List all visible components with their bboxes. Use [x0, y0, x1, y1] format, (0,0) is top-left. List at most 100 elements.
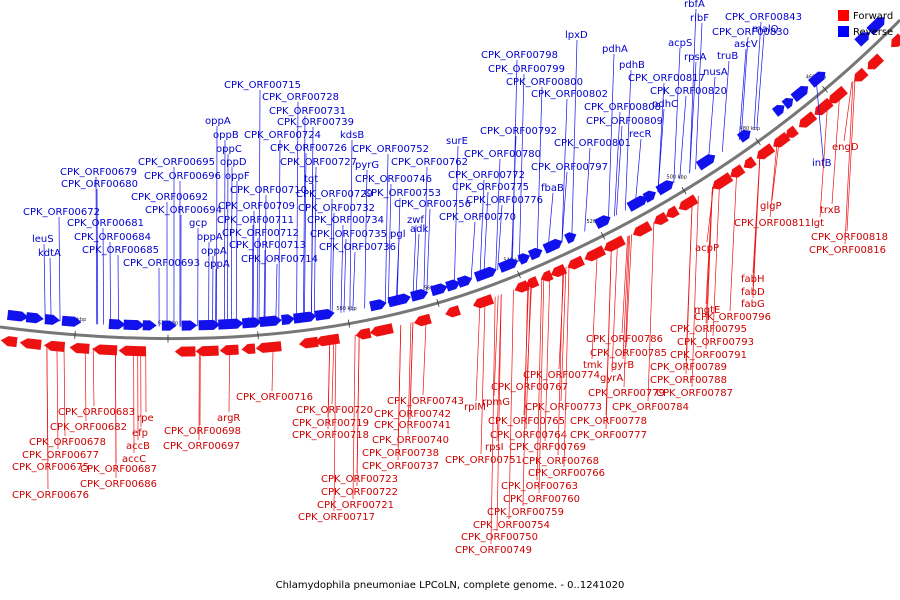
forward-gene-label: CPK_ORF00723	[321, 474, 398, 485]
tick-label: 480 kbp	[740, 126, 760, 132]
reverse-gene-label: CPK_ORF00770	[439, 212, 516, 223]
reverse-gene-label: pdhA	[602, 44, 628, 55]
forward-gene-label: CPK_ORF00751	[445, 455, 522, 466]
forward-leader-line	[769, 142, 778, 218]
forward-gene-label: rplM	[464, 402, 486, 413]
reverse-gene-label: recR	[629, 129, 652, 140]
forward-gene-label: CPK_ORF00678	[29, 437, 106, 448]
forward-gene-arrow	[730, 164, 746, 178]
forward-labels-group: engDtrxBglgPCPK_ORF00811lgtCPK_ORF00818C…	[12, 79, 888, 556]
genome-backbone	[0, 18, 900, 341]
forward-gene-label: CPK_ORF00687	[80, 464, 157, 475]
reverse-gene-arrow	[108, 318, 126, 330]
reverse-leader-line	[387, 183, 392, 304]
forward-gene-label: CPK_ORF00749	[455, 545, 532, 556]
reverse-leader-line	[224, 139, 226, 326]
forward-gene-label: CPK_ORF00682	[50, 422, 127, 433]
legend-reverse-swatch	[838, 26, 849, 37]
reverse-leader-line	[708, 76, 716, 162]
reverse-gene-label: leuS	[32, 234, 54, 245]
reverse-leader-line	[479, 179, 485, 277]
forward-gene-label: gyrA	[600, 373, 623, 384]
forward-gene-arrow	[798, 111, 818, 128]
forward-leader-line	[691, 195, 699, 388]
forward-gene-arrow	[298, 336, 319, 349]
reverse-leader-line	[296, 101, 299, 320]
forward-gene-arrow	[603, 235, 626, 252]
reverse-leader-line	[412, 224, 417, 298]
forward-gene-label: CPK_ORF00720	[296, 405, 373, 416]
forward-gene-arrow	[712, 172, 734, 190]
forward-gene-arrow	[195, 345, 219, 357]
reverse-leader-line	[614, 111, 621, 217]
reverse-gene-arrow	[25, 312, 44, 324]
forward-gene-arrow	[653, 211, 669, 225]
forward-gene-label: CPK_ORF00764	[490, 430, 567, 441]
reverse-leader-line	[117, 254, 119, 326]
reverse-gene-arrow	[314, 308, 335, 321]
reverse-gene-label: oppC	[216, 144, 242, 155]
forward-leader-line	[331, 338, 335, 405]
reverse-leader-line	[58, 216, 61, 322]
forward-gene-label: CPK_ORF00675	[12, 462, 89, 473]
reverse-gene-label: kdsB	[340, 130, 364, 141]
forward-leader-line	[84, 347, 87, 422]
forward-gene-label: CPK_ORF00677	[22, 450, 99, 461]
forward-gene-label: CPK_ORF00795	[670, 324, 747, 335]
reverse-leader-line	[96, 188, 99, 325]
forward-leader-line	[729, 171, 738, 312]
reverse-gene-label: CPK_ORF00753	[364, 188, 441, 199]
reverse-gene-arrow	[866, 17, 885, 36]
reverse-gene-label: ascV	[734, 39, 758, 50]
reverse-leader-line	[352, 251, 356, 311]
reverse-leader-line	[349, 139, 353, 312]
forward-gene-arrow	[854, 67, 869, 82]
reverse-gene-label: CPK_ORF00724	[244, 130, 321, 141]
reverse-gene-arrow	[781, 97, 794, 110]
reverse-leader-line	[304, 152, 307, 319]
forward-leader-line	[623, 235, 630, 388]
legend-forward-label: Forward	[853, 11, 893, 22]
reverse-gene-label: CPK_ORF00802	[531, 89, 608, 100]
forward-gene-arrow	[665, 205, 680, 218]
forward-leader-line	[605, 244, 612, 430]
reverse-gene-label: pgl	[390, 229, 405, 240]
reverse-leader-line	[679, 95, 687, 180]
forward-leader-line	[647, 222, 655, 402]
forward-leader-line	[56, 345, 59, 450]
reverse-gene-label: nusA	[703, 67, 728, 78]
reverse-leader-line	[385, 153, 389, 305]
forward-leader-line	[271, 345, 274, 392]
forward-gene-label: CPK_ORF00816	[809, 245, 886, 256]
reverse-leader-line	[721, 60, 730, 152]
forward-gene-arrow	[756, 143, 776, 160]
forward-leader-line	[712, 182, 720, 337]
reverse-leader-line	[264, 194, 267, 323]
forward-gene-arrow	[92, 344, 118, 356]
forward-gene-arrow	[255, 341, 282, 353]
reverse-gene-arrow	[142, 320, 157, 331]
reverse-leader-line	[340, 224, 344, 313]
reverse-leader-line	[695, 22, 703, 170]
reverse-gene-arrow	[626, 195, 648, 212]
reverse-leader-line	[109, 241, 111, 326]
forward-leader-line	[771, 140, 780, 201]
forward-leader-line	[591, 251, 598, 360]
forward-gene-label: CPK_ORF00779	[588, 388, 665, 399]
tick-mark	[822, 86, 828, 93]
forward-gene-label: CPK_ORF00738	[362, 448, 439, 459]
forward-gene-label: accB	[126, 441, 150, 452]
reverse-gene-label: oppA	[205, 116, 231, 127]
reverse-leader-line	[470, 221, 476, 280]
reverse-leader-line	[511, 135, 517, 265]
forward-leader-line	[92, 348, 95, 407]
reverse-gene-arrow	[123, 319, 145, 331]
forward-gene-label: CPK_ORF00777	[570, 430, 647, 441]
reverse-gene-label: CPK_ORF00732	[298, 203, 375, 214]
forward-gene-label: CPK_ORF00796	[694, 312, 771, 323]
reverse-leader-line	[738, 48, 747, 141]
reverse-leader-line	[571, 39, 578, 238]
